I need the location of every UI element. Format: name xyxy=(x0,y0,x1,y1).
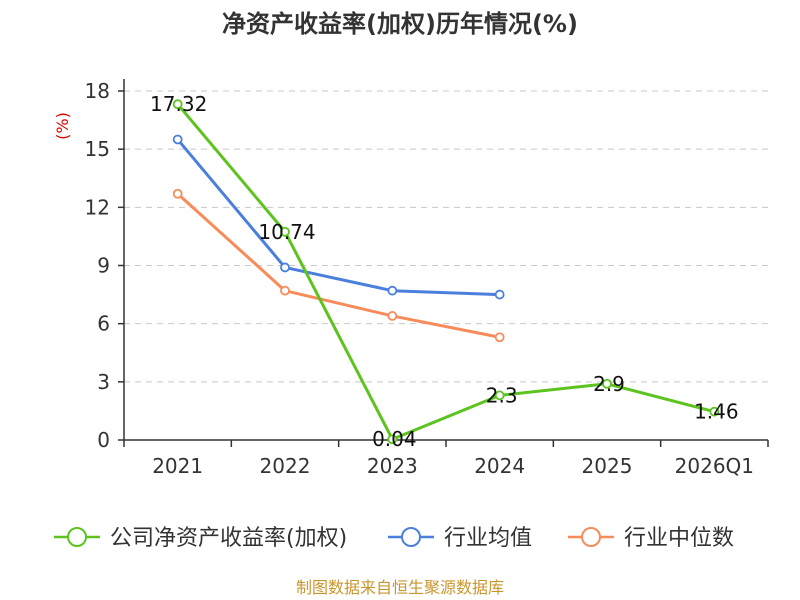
y-tick-label: 0 xyxy=(97,428,110,452)
data-point xyxy=(387,434,398,445)
x-tick-label: 2024 xyxy=(474,454,525,478)
y-axis-label: (%) xyxy=(53,112,72,140)
data-point xyxy=(494,390,505,401)
data-point xyxy=(602,378,612,389)
x-tick-label: 2021 xyxy=(152,454,203,478)
data-point xyxy=(494,332,505,343)
data-point xyxy=(172,134,183,145)
legend-marker xyxy=(581,527,601,547)
data-point xyxy=(172,188,183,199)
data-point xyxy=(172,99,183,110)
x-tick-label: 2025 xyxy=(582,454,633,478)
legend-label: 公司净资产收益率(加权) xyxy=(110,526,347,551)
data-label: 1.46 xyxy=(694,400,739,424)
legend-label: 行业中位数 xyxy=(624,526,734,551)
legend-item[interactable]: 行业中位数 xyxy=(568,526,734,551)
data-point xyxy=(280,285,290,296)
legend-marker xyxy=(67,527,87,547)
x-tick-label: 2023 xyxy=(367,454,418,478)
data-point xyxy=(494,289,505,300)
data-point xyxy=(709,406,720,417)
legend-item[interactable]: 公司净资产收益率(加权) xyxy=(54,526,347,551)
y-tick-label: 15 xyxy=(85,137,110,161)
data-label: 10.74 xyxy=(258,220,315,244)
x-tick-label: 2022 xyxy=(260,454,311,478)
y-tick-label: 18 xyxy=(85,79,110,103)
y-tick-label: 6 xyxy=(97,312,110,336)
data-label: 17.32 xyxy=(150,92,207,116)
data-label: 2.9 xyxy=(593,372,625,396)
series-line xyxy=(176,103,715,441)
legend-marker xyxy=(401,527,421,547)
x-tick-label: 2026Q1 xyxy=(675,454,754,478)
data-label: 2.3 xyxy=(486,383,518,407)
data-label: 0.04 xyxy=(372,427,417,451)
series-line xyxy=(176,192,500,339)
legend-label: 行业均值 xyxy=(444,526,532,551)
chart-title: 净资产收益率(加权)历年情况(%) xyxy=(222,10,578,38)
y-tick-label: 9 xyxy=(97,254,110,278)
data-point xyxy=(280,226,290,237)
y-tick-label: 3 xyxy=(97,370,110,394)
series-line xyxy=(176,138,500,297)
data-point xyxy=(387,285,398,296)
data-point xyxy=(387,311,398,321)
source-note: 制图数据来自恒生聚源数据库 xyxy=(296,578,504,597)
legend-item[interactable]: 行业均值 xyxy=(388,526,532,551)
data-point xyxy=(280,262,290,273)
y-tick-label: 12 xyxy=(85,195,110,219)
